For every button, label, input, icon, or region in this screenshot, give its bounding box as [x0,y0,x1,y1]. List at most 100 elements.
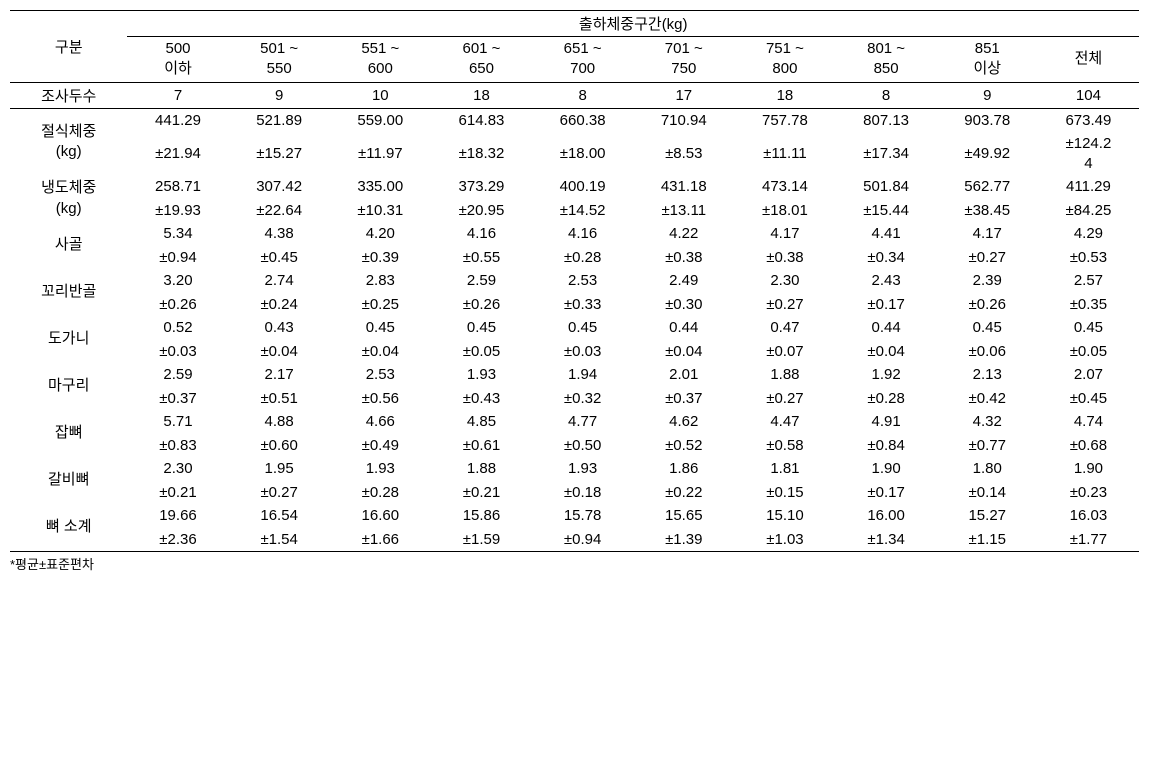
survey-value: 9 [229,82,330,108]
table-body: 절식체중(kg)441.29521.89559.00614.83660.3871… [10,108,1139,552]
sd-value: ±0.27 [734,387,835,411]
sd-value: ±0.14 [937,481,1038,505]
header-gubun: 구분 [10,11,127,83]
sd-value: ±0.05 [1038,340,1139,364]
table-row: 갈비뼈2.301.951.931.881.931.861.811.901.801… [10,457,1139,481]
sd-value: ±11.97 [330,132,431,175]
sd-value: ±0.32 [532,387,633,411]
mean-value: 2.43 [836,269,937,293]
mean-value: 4.20 [330,222,431,246]
mean-value: 15.78 [532,504,633,528]
table-row: 잡뼈5.714.884.664.854.774.624.474.914.324.… [10,410,1139,434]
sd-value: ±0.84 [836,434,937,458]
sd-value: ±0.22 [633,481,734,505]
mean-value: 16.03 [1038,504,1139,528]
sd-value: ±0.30 [633,293,734,317]
sd-value: ±0.17 [836,481,937,505]
mean-value: 15.27 [937,504,1038,528]
mean-value: 1.90 [1038,457,1139,481]
sd-value: ±1.15 [937,528,1038,552]
table-row: 도가니0.520.430.450.450.450.440.470.440.450… [10,316,1139,340]
table-row: ±19.93±22.64±10.31±20.95±14.52±13.11±18.… [10,199,1139,223]
mean-value: 16.60 [330,504,431,528]
sd-value: ±0.39 [330,246,431,270]
sd-value: ±0.61 [431,434,532,458]
mean-value: 473.14 [734,175,835,199]
mean-value: 4.74 [1038,410,1139,434]
sd-value: ±0.56 [330,387,431,411]
mean-value: 15.86 [431,504,532,528]
mean-value: 559.00 [330,108,431,132]
row-label: 뼈 소계 [10,504,127,552]
mean-value: 2.49 [633,269,734,293]
mean-value: 441.29 [127,108,228,132]
sd-value: ±17.34 [836,132,937,175]
mean-value: 4.22 [633,222,734,246]
mean-value: 0.45 [532,316,633,340]
col-header: 601 ~650 [431,37,532,83]
sd-value: ±0.15 [734,481,835,505]
sd-value: ±20.95 [431,199,532,223]
mean-value: 3.20 [127,269,228,293]
sd-value: ±0.53 [1038,246,1139,270]
sd-value: ±0.28 [836,387,937,411]
col-header: 701 ~750 [633,37,734,83]
sd-value: ±0.27 [937,246,1038,270]
mean-value: 4.85 [431,410,532,434]
mean-value: 807.13 [836,108,937,132]
header-weight-section: 출하체중구간(kg) [127,11,1139,37]
table-row: ±0.37±0.51±0.56±0.43±0.32±0.37±0.27±0.28… [10,387,1139,411]
sd-value: ±0.03 [532,340,633,364]
table-row: ±21.94±15.27±11.97±18.32±18.00±8.53±11.1… [10,132,1139,175]
mean-value: 1.92 [836,363,937,387]
row-label: 절식체중(kg) [10,108,127,175]
mean-value: 15.65 [633,504,734,528]
mean-value: 2.59 [431,269,532,293]
sd-value: ±0.55 [431,246,532,270]
sd-value: ±0.04 [836,340,937,364]
mean-value: 2.53 [330,363,431,387]
survey-value: 7 [127,82,228,108]
survey-value: 18 [734,82,835,108]
mean-value: 4.88 [229,410,330,434]
sd-value: ±0.37 [127,387,228,411]
table-row: ±2.36±1.54±1.66±1.59±0.94±1.39±1.03±1.34… [10,528,1139,552]
sd-value: ±0.60 [229,434,330,458]
table-row: ±0.26±0.24±0.25±0.26±0.33±0.30±0.27±0.17… [10,293,1139,317]
mean-value: 258.71 [127,175,228,199]
sd-value: ±0.52 [633,434,734,458]
mean-value: 2.01 [633,363,734,387]
col-header: 전체 [1038,37,1139,83]
sd-value: ±0.34 [836,246,937,270]
row-label: 갈비뼈 [10,457,127,504]
mean-value: 2.83 [330,269,431,293]
sd-value: ±0.04 [229,340,330,364]
mean-value: 1.93 [431,363,532,387]
mean-value: 0.44 [633,316,734,340]
mean-value: 16.00 [836,504,937,528]
survey-value: 8 [836,82,937,108]
table-row: 사골5.344.384.204.164.164.224.174.414.174.… [10,222,1139,246]
mean-value: 307.42 [229,175,330,199]
sd-value: ±0.45 [229,246,330,270]
mean-value: 431.18 [633,175,734,199]
sd-value: ±15.44 [836,199,937,223]
mean-value: 4.66 [330,410,431,434]
table-row: ±0.21±0.27±0.28±0.21±0.18±0.22±0.15±0.17… [10,481,1139,505]
sd-value: ±0.49 [330,434,431,458]
mean-value: 1.90 [836,457,937,481]
mean-value: 0.52 [127,316,228,340]
mean-value: 660.38 [532,108,633,132]
col-header: 801 ~850 [836,37,937,83]
sd-value: ±2.36 [127,528,228,552]
sd-value: ±0.04 [633,340,734,364]
sd-value: ±13.11 [633,199,734,223]
mean-value: 4.17 [937,222,1038,246]
mean-value: 1.94 [532,363,633,387]
sd-value: ±0.26 [937,293,1038,317]
sd-value: ±0.94 [532,528,633,552]
mean-value: 2.30 [734,269,835,293]
footnote: *평균±표준편차 [10,554,1139,573]
row-label: 냉도체중(kg) [10,175,127,222]
mean-value: 4.41 [836,222,937,246]
